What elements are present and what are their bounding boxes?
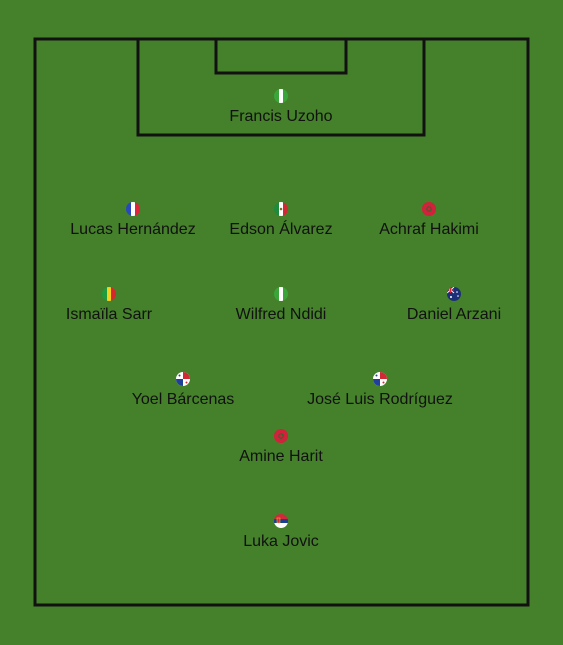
player-lucas-hernandez: Lucas Hernández <box>33 202 233 239</box>
player-name: Daniel Arzani <box>406 306 502 323</box>
player-edson-alvarez: Edson Álvarez <box>181 202 381 239</box>
player-francis-uzoho: Francis Uzoho <box>181 89 381 126</box>
player-name: Ismaïla Sarr <box>65 306 153 323</box>
player-name: Francis Uzoho <box>229 108 333 125</box>
player-yoel-barcenas: Yoel Bárcenas <box>83 372 283 409</box>
player-name: Wilfred Ndidi <box>235 306 327 323</box>
player-ismaila-sarr: Ismaïla Sarr <box>9 287 209 324</box>
senegal-flag-icon <box>102 287 116 301</box>
mexico-flag-icon <box>274 202 288 216</box>
player-name: Amine Harit <box>239 448 323 465</box>
morocco-flag-icon <box>274 429 288 443</box>
player-name: Yoel Bárcenas <box>131 391 235 408</box>
player-name: Achraf Hakimi <box>379 221 479 238</box>
player-achraf-hakimi: Achraf Hakimi <box>329 202 529 239</box>
player-wilfred-ndidi: Wilfred Ndidi <box>181 287 381 324</box>
france-flag-icon <box>126 202 140 216</box>
panama-flag-icon <box>176 372 190 386</box>
goal-area <box>214 37 348 75</box>
player-name: Lucas Hernández <box>70 221 196 238</box>
morocco-flag-icon <box>422 202 436 216</box>
player-jose-luis-rodriguez: José Luis Rodríguez <box>280 372 480 409</box>
player-name: Luka Jovic <box>243 533 319 550</box>
player-name: Edson Álvarez <box>229 221 333 238</box>
player-daniel-arzani: Daniel Arzani <box>354 287 554 324</box>
serbia-flag-icon <box>274 514 288 528</box>
australia-flag-icon <box>447 287 461 301</box>
panama-flag-icon <box>373 372 387 386</box>
player-name: José Luis Rodríguez <box>307 391 453 408</box>
nigeria-flag-icon <box>274 287 288 301</box>
nigeria-flag-icon <box>274 89 288 103</box>
player-amine-harit: Amine Harit <box>181 429 381 466</box>
player-luka-jovic: Luka Jovic <box>181 514 381 551</box>
